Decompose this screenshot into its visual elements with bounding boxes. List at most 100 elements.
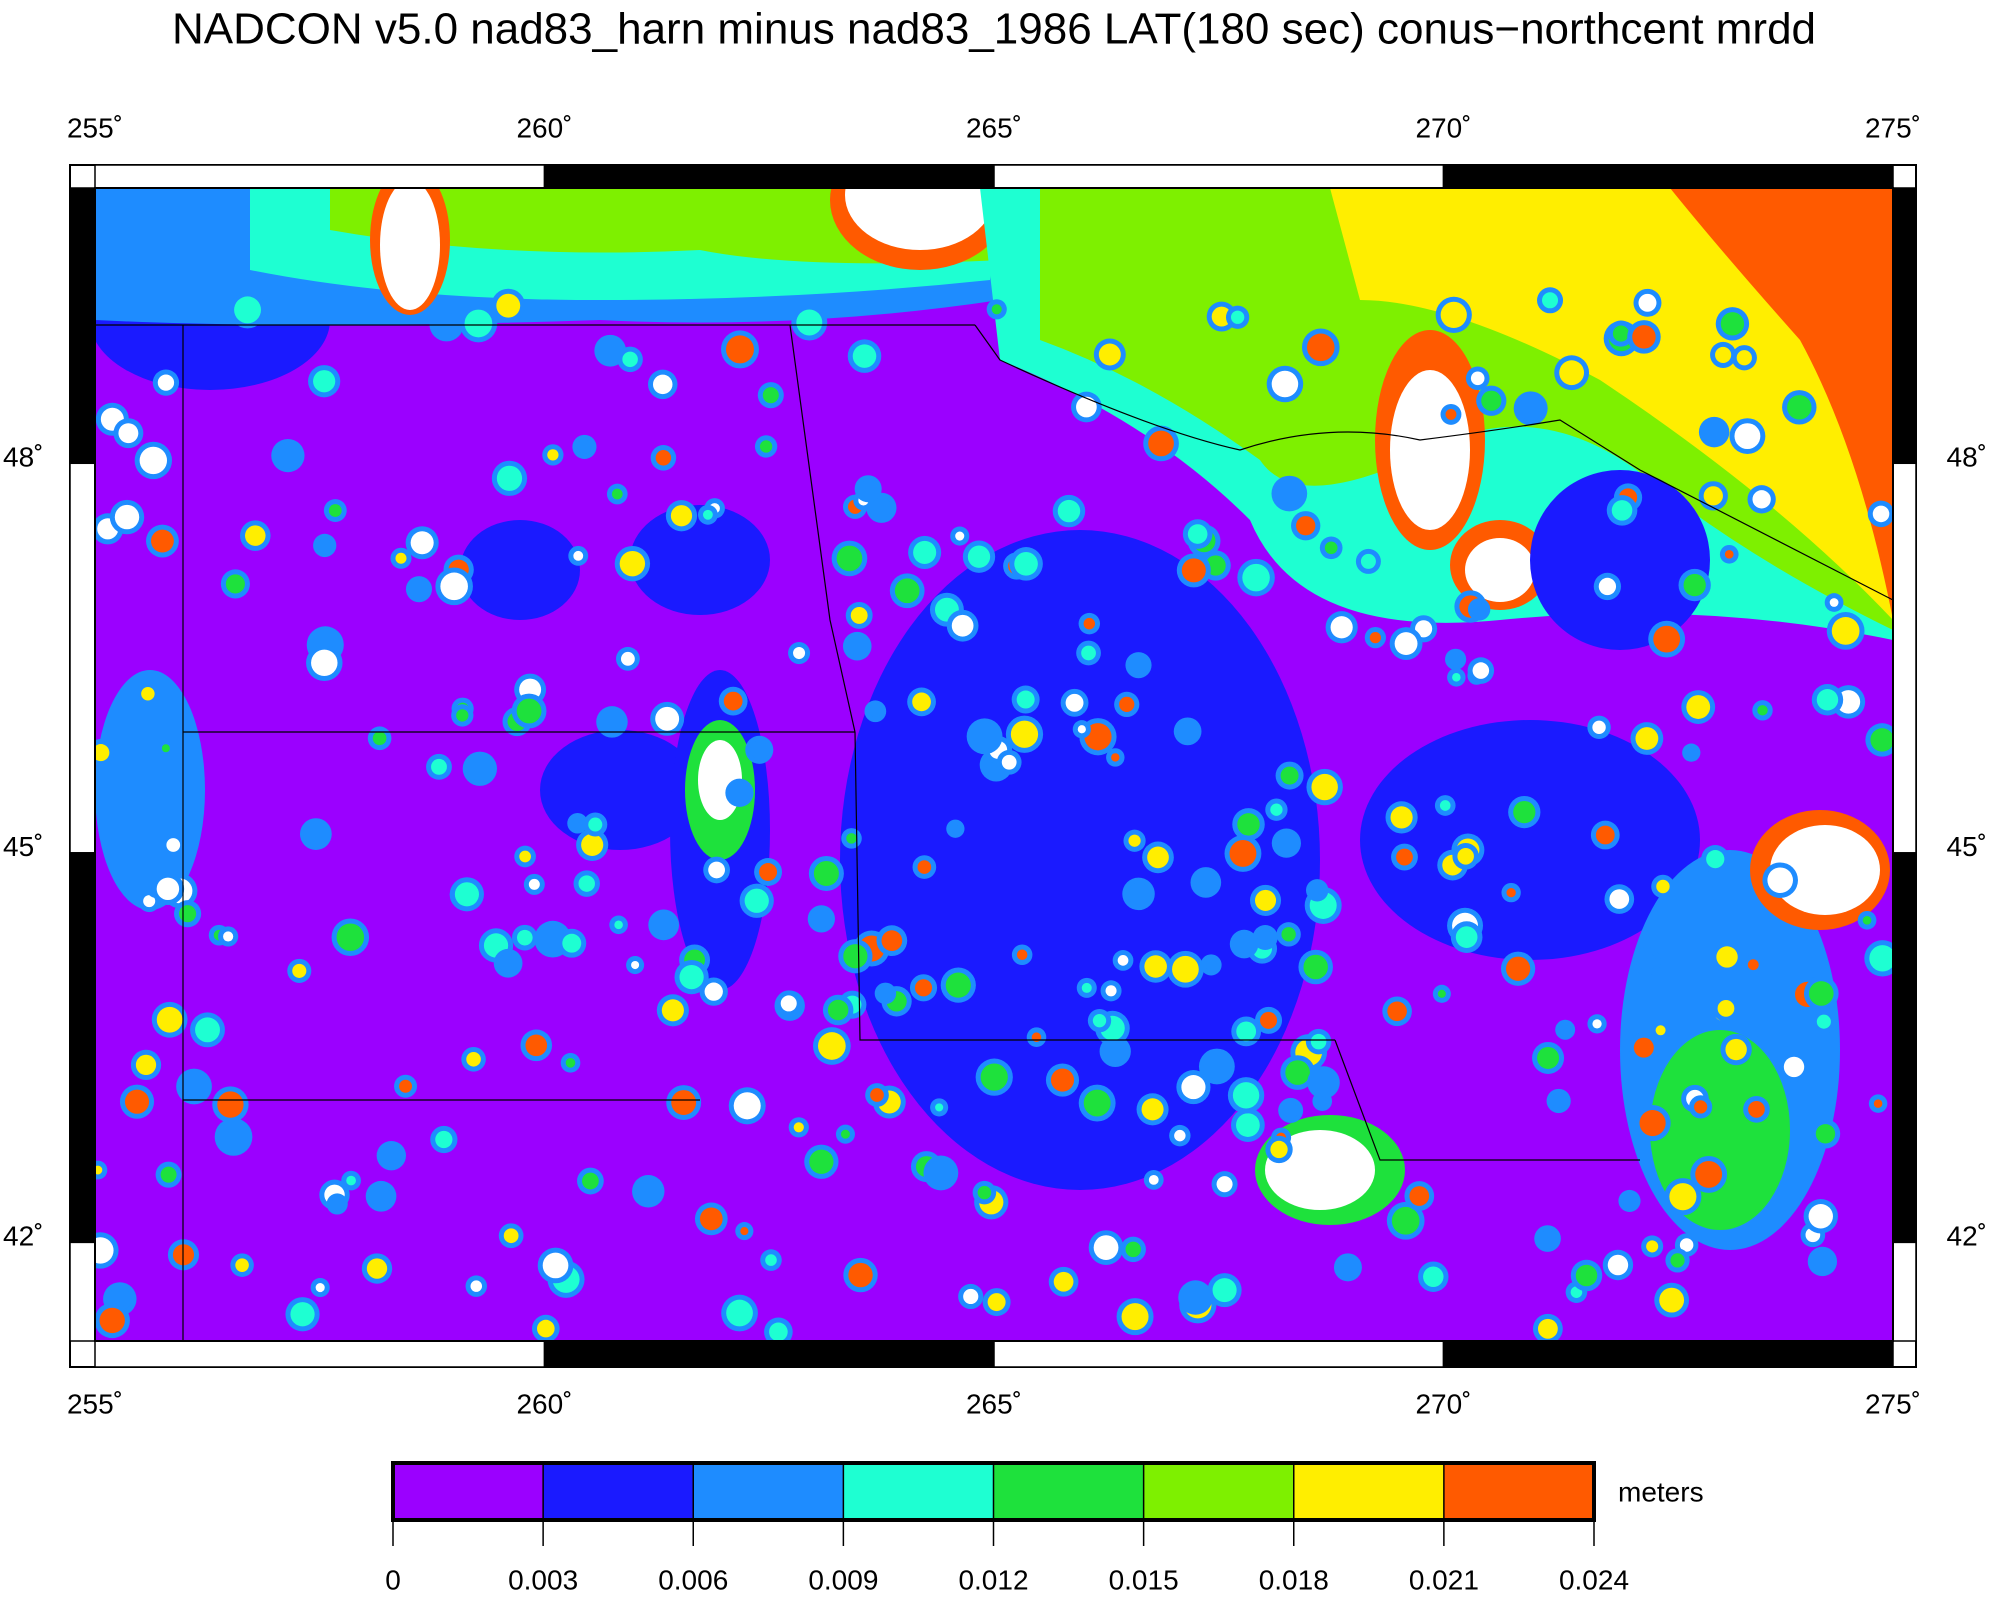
speckle bbox=[1816, 1014, 1831, 1029]
speckle bbox=[1127, 882, 1150, 906]
speckle bbox=[1050, 1068, 1075, 1092]
speckle bbox=[1862, 915, 1872, 925]
speckle bbox=[1767, 867, 1793, 894]
speckle bbox=[1014, 552, 1038, 576]
frame-segment bbox=[69, 187, 96, 465]
speckle bbox=[740, 1227, 749, 1236]
speckle bbox=[848, 1262, 873, 1288]
frame-segment bbox=[69, 462, 96, 854]
speckle bbox=[1595, 825, 1615, 845]
speckle bbox=[1695, 1160, 1723, 1188]
speckle bbox=[581, 833, 604, 856]
colorbar-tick-label: 0.012 bbox=[958, 1564, 1028, 1595]
speckle bbox=[1481, 390, 1502, 411]
speckle bbox=[95, 1237, 114, 1264]
speckle bbox=[780, 995, 797, 1012]
speckle bbox=[951, 824, 960, 833]
speckle bbox=[1752, 490, 1771, 509]
boundaries bbox=[95, 324, 1893, 1341]
field-patch bbox=[1390, 370, 1470, 530]
speckle bbox=[573, 550, 584, 561]
speckle bbox=[1130, 657, 1147, 674]
speckle bbox=[440, 572, 468, 601]
speckle bbox=[223, 931, 234, 942]
speckle bbox=[1229, 840, 1257, 867]
speckle bbox=[1338, 1258, 1357, 1277]
speckle bbox=[955, 531, 965, 541]
colorbar-band bbox=[1293, 1463, 1444, 1520]
speckle bbox=[1236, 1021, 1257, 1042]
shore-line bbox=[974, 324, 1893, 601]
speckle bbox=[917, 860, 932, 874]
speckle bbox=[1537, 1318, 1558, 1339]
speckle bbox=[1633, 1037, 1654, 1058]
speckle bbox=[1734, 423, 1761, 450]
speckle bbox=[1639, 1109, 1666, 1137]
speckle bbox=[547, 449, 559, 461]
speckle bbox=[1212, 1278, 1237, 1303]
speckle bbox=[1390, 806, 1413, 829]
speckle bbox=[1687, 748, 1696, 757]
speckle bbox=[1257, 930, 1273, 945]
colorbar-band bbox=[993, 1463, 1144, 1520]
speckle bbox=[1659, 1287, 1685, 1313]
speckle bbox=[1111, 753, 1120, 762]
speckle bbox=[496, 293, 521, 318]
speckle bbox=[1653, 625, 1681, 653]
speckle bbox=[1724, 549, 1734, 559]
speckle bbox=[1230, 310, 1245, 324]
speckle bbox=[796, 309, 823, 336]
speckle bbox=[124, 1089, 150, 1114]
speckle bbox=[1178, 722, 1197, 741]
field bbox=[95, 188, 1893, 1341]
speckle bbox=[1016, 949, 1028, 961]
speckle bbox=[572, 818, 583, 829]
speckle bbox=[1141, 1098, 1164, 1121]
speckle bbox=[1683, 573, 1706, 597]
speckle bbox=[840, 1129, 850, 1139]
speckle bbox=[1686, 695, 1711, 719]
speckle bbox=[836, 545, 863, 572]
speckle bbox=[730, 783, 749, 802]
frame-segment bbox=[543, 164, 995, 189]
x-tick-label: 275˚ bbox=[1865, 112, 1921, 143]
speckle bbox=[1234, 934, 1254, 954]
speckle bbox=[733, 1092, 761, 1120]
speckle bbox=[1670, 1253, 1685, 1268]
speckle bbox=[1812, 1251, 1833, 1272]
speckle bbox=[1655, 1025, 1666, 1036]
speckle bbox=[1104, 1040, 1126, 1063]
speckle bbox=[987, 1293, 1006, 1312]
speckle bbox=[817, 1032, 846, 1060]
speckle bbox=[410, 581, 428, 598]
speckle bbox=[1281, 927, 1296, 942]
speckle bbox=[1317, 1096, 1328, 1107]
speckle bbox=[1303, 954, 1328, 980]
speckle bbox=[1783, 1056, 1805, 1078]
speckle bbox=[655, 706, 680, 731]
speckle bbox=[1409, 1186, 1430, 1206]
speckle bbox=[150, 529, 174, 553]
speckle bbox=[536, 1319, 555, 1338]
speckle bbox=[370, 1185, 392, 1207]
speckle bbox=[759, 863, 778, 881]
colorbar-tick-label: 0.015 bbox=[1109, 1564, 1179, 1595]
speckle bbox=[525, 1034, 548, 1057]
colorbar-unit: meters bbox=[1618, 1476, 1704, 1507]
speckle bbox=[1623, 1194, 1636, 1208]
speckle bbox=[869, 705, 882, 718]
speckle bbox=[1717, 999, 1735, 1017]
speckle bbox=[1560, 1024, 1571, 1035]
speckle bbox=[346, 1175, 356, 1186]
speckle bbox=[456, 709, 469, 722]
speckle bbox=[1306, 333, 1335, 362]
speckle bbox=[809, 1149, 834, 1174]
speckle bbox=[516, 929, 533, 946]
frame-segment bbox=[1442, 1340, 1894, 1368]
colorbar-band bbox=[693, 1463, 844, 1520]
speckle bbox=[928, 1160, 954, 1186]
speckle bbox=[846, 833, 857, 844]
speckle bbox=[292, 963, 307, 978]
speckle bbox=[762, 387, 779, 404]
speckle bbox=[1276, 833, 1296, 853]
